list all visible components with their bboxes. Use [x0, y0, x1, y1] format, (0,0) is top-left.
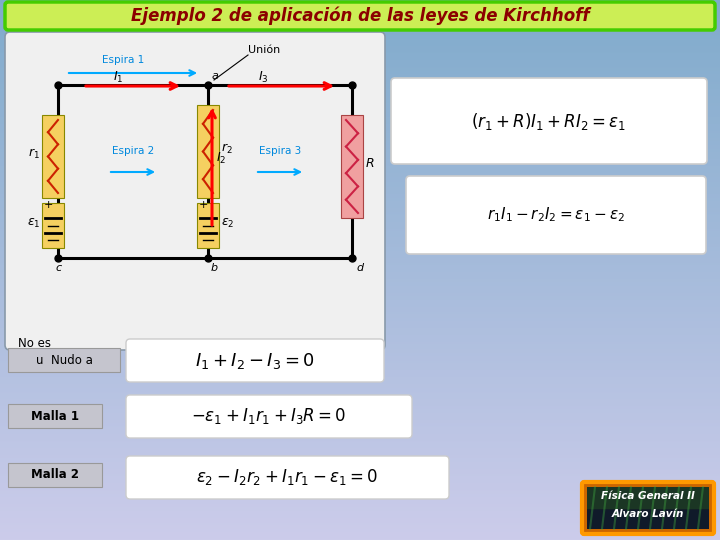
FancyBboxPatch shape [406, 176, 706, 254]
Bar [197, 105, 219, 198]
Text: $(r_1 + R)I_1 + RI_2 = \varepsilon_1$: $(r_1 + R)I_1 + RI_2 = \varepsilon_1$ [472, 111, 626, 132]
Text: Espira 1: Espira 1 [102, 55, 144, 65]
FancyBboxPatch shape [5, 32, 385, 350]
Text: $I_1$: $I_1$ [113, 70, 123, 85]
Text: +: + [44, 200, 53, 210]
FancyBboxPatch shape [8, 348, 120, 372]
Text: Unión: Unión [248, 45, 280, 55]
FancyBboxPatch shape [126, 456, 449, 499]
Text: $r_1 I_1 - r_2 I_2 = \varepsilon_1 - \varepsilon_2$: $r_1 I_1 - r_2 I_2 = \varepsilon_1 - \va… [487, 206, 625, 224]
Text: Ejemplo 2 de aplicación de las leyes de Kirchhoff: Ejemplo 2 de aplicación de las leyes de … [131, 6, 589, 25]
Text: $R$: $R$ [365, 157, 374, 170]
Bar [587, 509, 709, 529]
Bar [42, 203, 64, 248]
FancyBboxPatch shape [5, 2, 715, 30]
Text: $\varepsilon_1$: $\varepsilon_1$ [27, 217, 40, 230]
Bar [587, 487, 709, 529]
Text: u  Nudo a: u Nudo a [35, 354, 92, 367]
Text: $r_2$: $r_2$ [221, 142, 233, 156]
Bar [42, 115, 64, 198]
FancyBboxPatch shape [582, 482, 714, 534]
Text: b: b [211, 263, 218, 273]
FancyBboxPatch shape [8, 404, 102, 428]
FancyBboxPatch shape [8, 463, 102, 487]
FancyBboxPatch shape [126, 395, 412, 438]
Bar [341, 115, 363, 218]
Text: Malla 2: Malla 2 [31, 469, 79, 482]
Text: $-\varepsilon_1 + I_1 r_1 + I_3 R = 0$: $-\varepsilon_1 + I_1 r_1 + I_3 R = 0$ [192, 406, 347, 426]
Text: $r_1$: $r_1$ [28, 147, 40, 161]
Text: $I_1 + I_2 - I_3 = 0$: $I_1 + I_2 - I_3 = 0$ [195, 351, 315, 371]
FancyBboxPatch shape [391, 78, 707, 164]
Text: a: a [212, 71, 219, 81]
Text: $I_3$: $I_3$ [258, 70, 269, 85]
FancyBboxPatch shape [126, 339, 384, 382]
Text: No es: No es [18, 337, 51, 350]
Bar [197, 203, 219, 248]
Text: Espira 2: Espira 2 [112, 146, 154, 156]
Text: $\varepsilon_2 - I_2 r_2 + I_1 r_1 - \varepsilon_1 = 0$: $\varepsilon_2 - I_2 r_2 + I_1 r_1 - \va… [196, 467, 378, 487]
Text: $I_2$: $I_2$ [216, 151, 226, 166]
Text: Malla 1: Malla 1 [31, 409, 79, 422]
Text: c: c [55, 263, 61, 273]
Text: Física General II: Física General II [601, 491, 695, 501]
Text: $\varepsilon_2$: $\varepsilon_2$ [221, 217, 235, 230]
Text: +: + [199, 200, 208, 210]
Text: d: d [356, 263, 363, 273]
Text: Espira 3: Espira 3 [259, 146, 301, 156]
Text: Alvaro Lavín: Alvaro Lavín [612, 509, 684, 519]
Bar [587, 487, 709, 510]
